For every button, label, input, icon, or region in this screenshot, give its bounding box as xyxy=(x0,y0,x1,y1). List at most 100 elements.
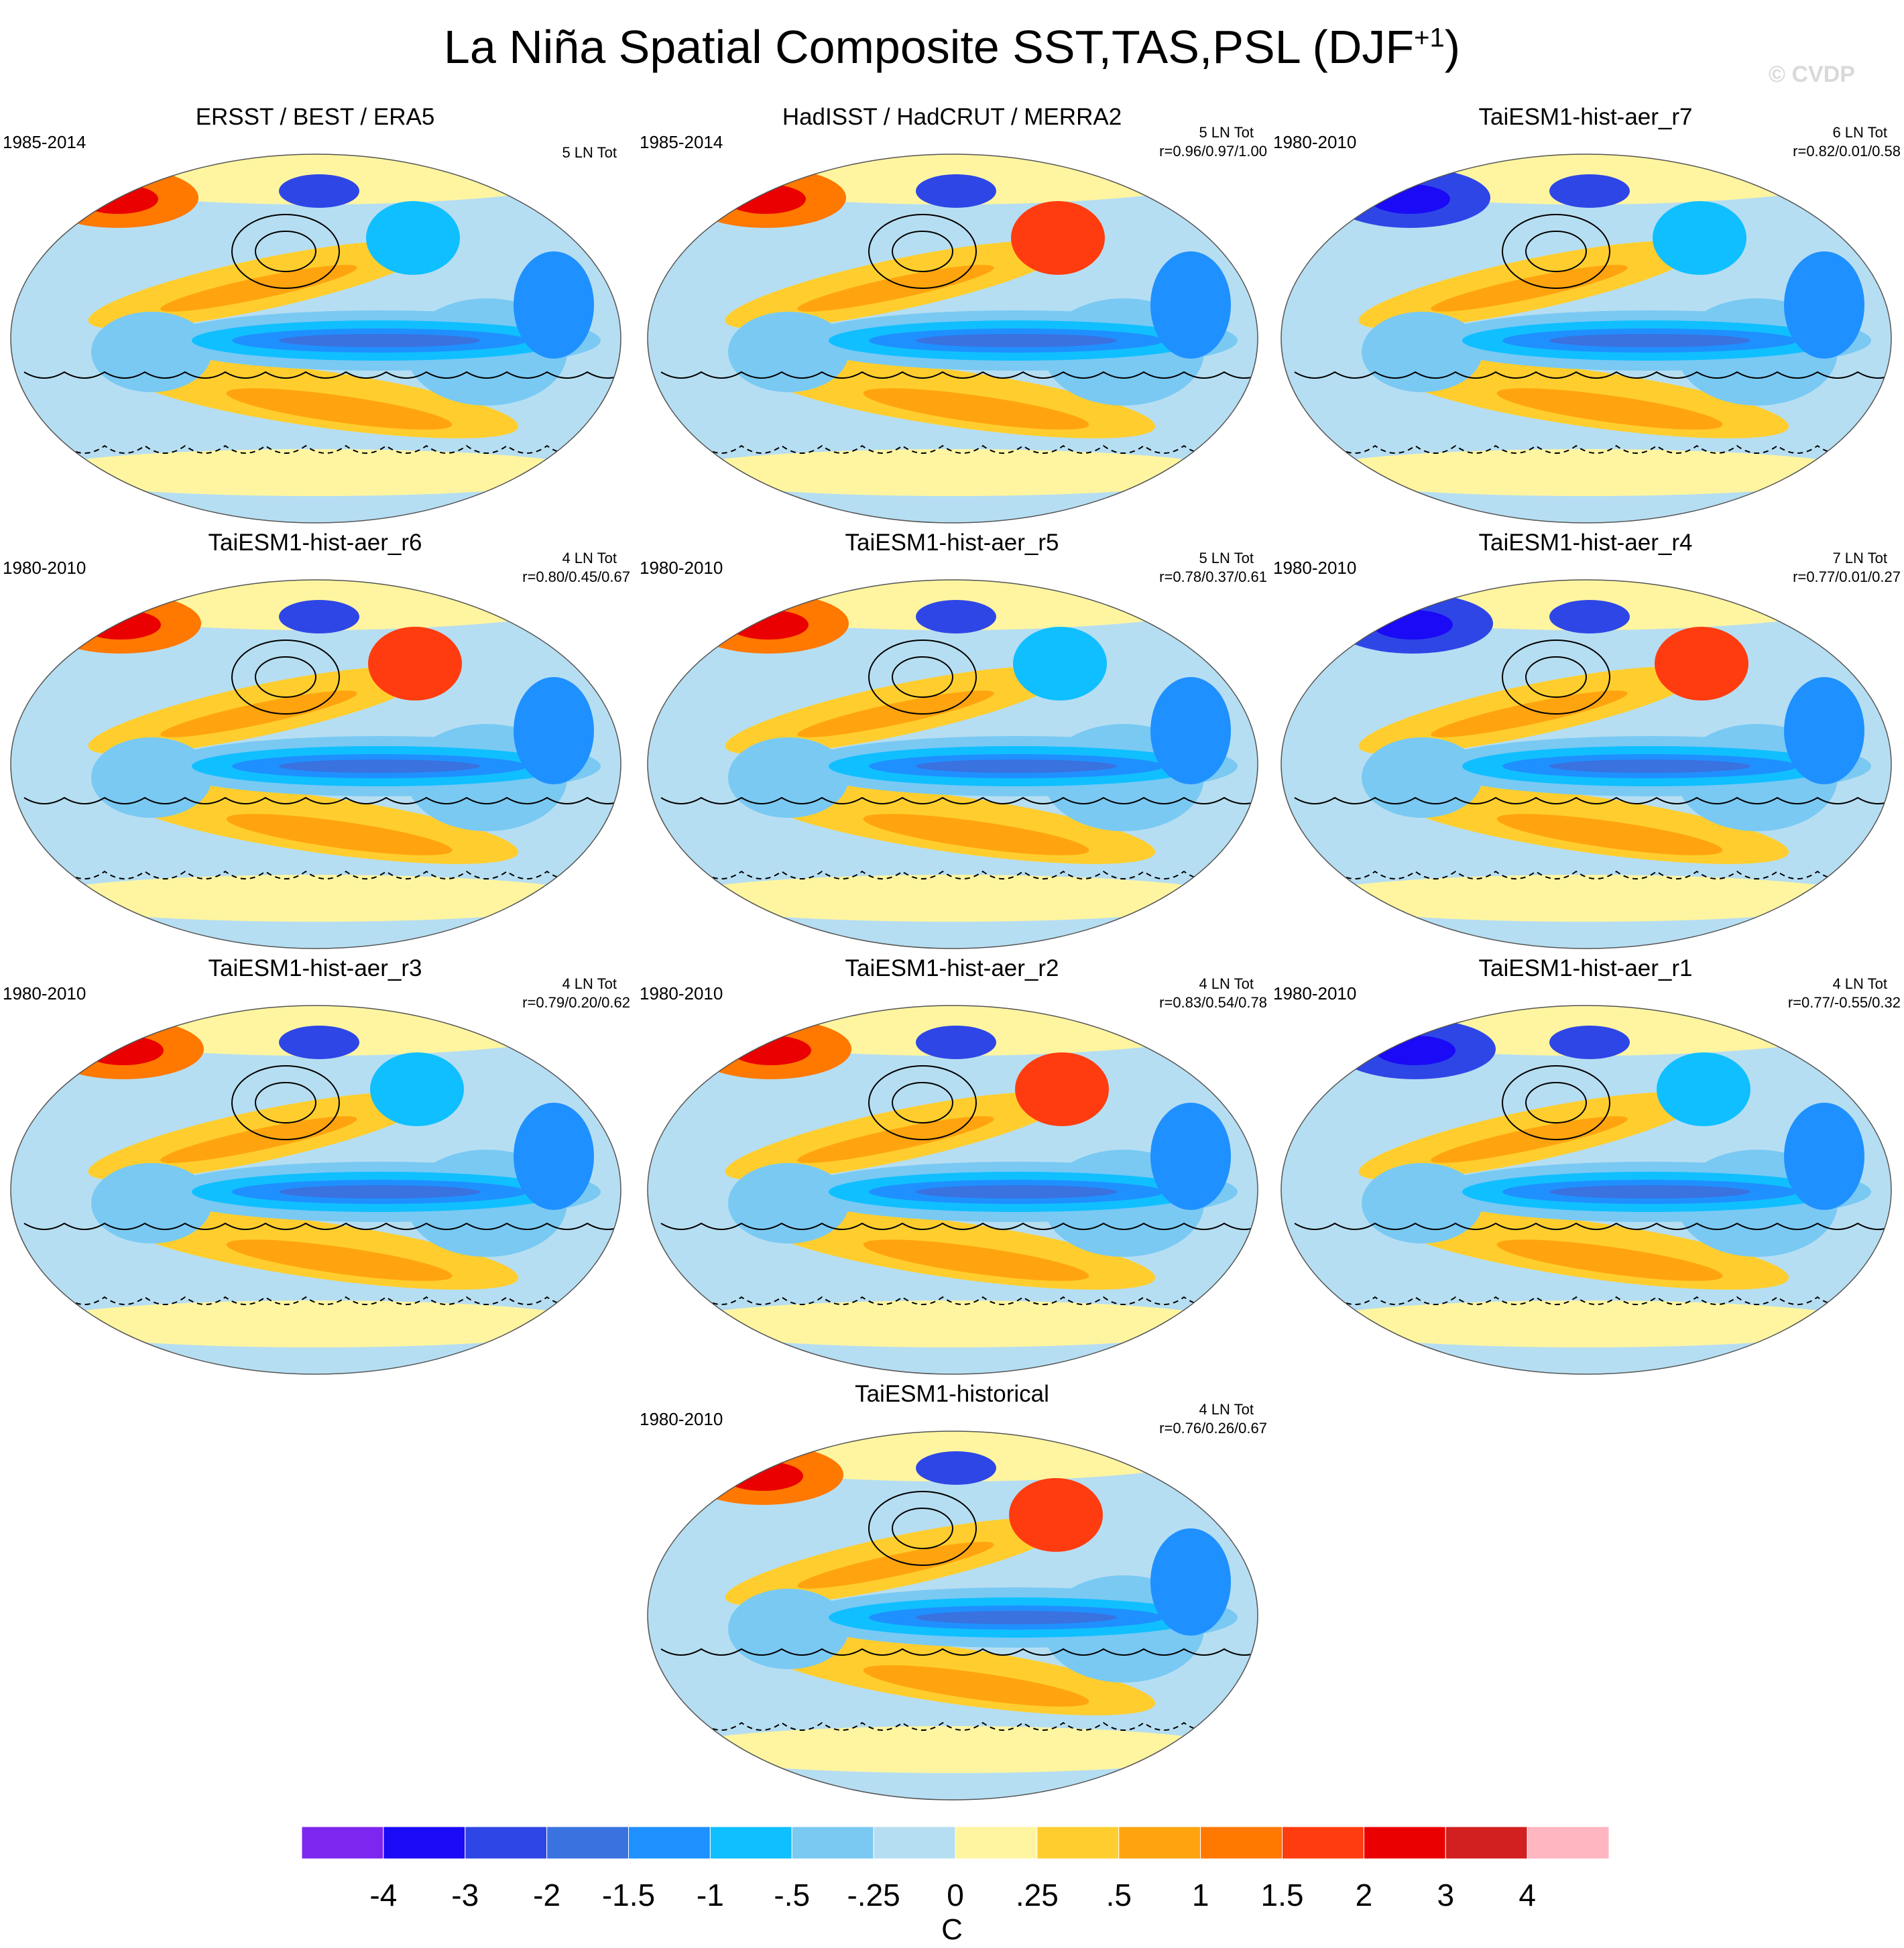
colorbar-tick-label: -2 xyxy=(533,1878,561,1912)
psl-contour xyxy=(868,1065,977,1140)
anomaly-region xyxy=(1009,1478,1103,1552)
panel-correlation: r=0.76/0.26/0.67 xyxy=(1159,1420,1267,1437)
colorbar-tick-label: 1 xyxy=(1191,1878,1209,1912)
anomaly-region xyxy=(797,1542,994,1589)
map-outline xyxy=(10,579,621,949)
psl-contour xyxy=(892,231,953,272)
anomaly-region xyxy=(1011,201,1105,275)
panel-title: TaiESM1-hist-aer_r2 xyxy=(845,955,1059,981)
colorbar-tick-label: 2 xyxy=(1355,1878,1373,1912)
anomaly-region xyxy=(514,677,594,784)
anomaly-region xyxy=(1431,690,1628,737)
map-panel: TaiESM1-hist-aer_r2 1980-2010 4 LN Tot r… xyxy=(637,955,1267,1378)
psl-contour xyxy=(1294,371,1891,379)
robinson-map xyxy=(647,154,1258,524)
anomaly-region xyxy=(279,1026,359,1059)
psl-contour xyxy=(231,214,340,289)
anomaly-region xyxy=(1305,875,1868,922)
robinson-map xyxy=(647,1005,1258,1375)
anomaly-region xyxy=(671,1726,1234,1773)
map-panel: TaiESM1-hist-aer_r3 1980-2010 4 LN Tot r… xyxy=(0,955,630,1378)
robinson-map xyxy=(647,1430,1258,1801)
panel-period: 1980-2010 xyxy=(640,983,723,1003)
panel-event-count: 5 LN Tot xyxy=(1199,124,1254,141)
colorbar-tick-label: -.5 xyxy=(774,1878,811,1912)
anomaly-region xyxy=(1305,1300,1868,1347)
map-outline xyxy=(10,1005,621,1375)
panel-event-count: 4 LN Tot xyxy=(562,550,617,566)
colorbar-tick-label: -3 xyxy=(451,1878,479,1912)
panel-correlation: r=0.96/0.97/1.00 xyxy=(1159,143,1267,160)
psl-contour xyxy=(660,371,1258,379)
psl-contour xyxy=(1502,214,1610,289)
anomaly-region xyxy=(1549,1185,1750,1199)
panel-event-count: 4 LN Tot xyxy=(1199,975,1254,992)
anomaly-region xyxy=(1784,251,1864,359)
psl-contour xyxy=(660,1222,1258,1230)
anomaly-region xyxy=(34,449,597,496)
colorbar-tick-label: 0 xyxy=(947,1878,964,1912)
colorbar-swatch xyxy=(628,1827,711,1859)
anomaly-region xyxy=(1549,1026,1630,1059)
panel-event-count: 4 LN Tot xyxy=(562,975,617,992)
panel-title: TaiESM1-hist-aer_r5 xyxy=(845,530,1059,556)
panel-period: 1980-2010 xyxy=(1273,558,1357,578)
panel-event-count: 6 LN Tot xyxy=(1832,124,1887,141)
anomaly-region xyxy=(34,1300,597,1347)
anomaly-region xyxy=(916,759,1117,773)
anomaly-region xyxy=(1150,1103,1231,1210)
panel-correlation: r=0.82/0.01/0.58 xyxy=(1793,143,1901,160)
psl-contour xyxy=(892,1082,953,1123)
panel-title: TaiESM1-hist-aer_r3 xyxy=(208,955,422,981)
colorbar-swatch xyxy=(302,1827,384,1859)
colorbar-swatch xyxy=(1445,1827,1528,1859)
psl-contour xyxy=(1525,231,1587,272)
map-outline xyxy=(10,154,621,524)
panel-event-count: 7 LN Tot xyxy=(1832,550,1887,566)
psl-contour xyxy=(231,640,340,715)
panel-correlation: r=0.83/0.54/0.78 xyxy=(1159,994,1267,1011)
colorbar xyxy=(302,1827,1609,1859)
anomaly-region xyxy=(797,1116,994,1163)
colorbar-swatch xyxy=(791,1827,874,1859)
colorbar-tick-label: -4 xyxy=(369,1878,398,1912)
anomaly-region xyxy=(279,600,359,633)
panel-period: 1980-2010 xyxy=(1273,983,1357,1003)
panel-correlation: r=0.78/0.37/0.61 xyxy=(1159,568,1267,585)
colorbar-tick-label: 3 xyxy=(1437,1878,1455,1912)
panel-period: 1985-2014 xyxy=(640,132,723,152)
anomaly-region xyxy=(78,184,158,214)
anomaly-region xyxy=(1496,388,1723,430)
robinson-map xyxy=(10,154,621,524)
anomaly-region xyxy=(226,1239,453,1281)
colorbar-tick-label: .25 xyxy=(1015,1878,1059,1912)
anomaly-region xyxy=(160,265,357,312)
anomaly-region xyxy=(83,1036,164,1065)
map-panel: TaiESM1-hist-aer_r5 1980-2010 5 LN Tot r… xyxy=(637,530,1267,952)
anomaly-region xyxy=(916,1451,996,1485)
panel-period: 1980-2010 xyxy=(640,558,723,578)
map-outline xyxy=(647,1430,1258,1801)
panel-event-count: 4 LN Tot xyxy=(1832,975,1887,992)
anomaly-region xyxy=(160,1116,357,1163)
psl-contour xyxy=(255,231,316,272)
psl-contour xyxy=(868,1491,977,1566)
anomaly-region xyxy=(279,759,480,773)
anomaly-region xyxy=(731,1036,811,1065)
psl-contour xyxy=(255,1082,316,1123)
map-outline xyxy=(1281,579,1892,949)
robinson-map xyxy=(10,579,621,949)
anomaly-region xyxy=(226,388,453,430)
robinson-map xyxy=(1281,579,1892,949)
psl-contour xyxy=(892,656,953,698)
panel-title: ERSST / BEST / ERA5 xyxy=(195,104,435,130)
colorbar-swatch xyxy=(709,1827,792,1859)
anomaly-region xyxy=(916,1185,1117,1199)
anomaly-region xyxy=(916,1611,1117,1624)
colorbar-swatch xyxy=(1282,1827,1364,1859)
anomaly-region xyxy=(279,1185,480,1199)
anomaly-region xyxy=(725,184,806,214)
colorbar-swatch xyxy=(465,1827,548,1859)
colorbar-tick-label: 1.5 xyxy=(1260,1878,1304,1912)
colorbar-swatch xyxy=(546,1827,629,1859)
